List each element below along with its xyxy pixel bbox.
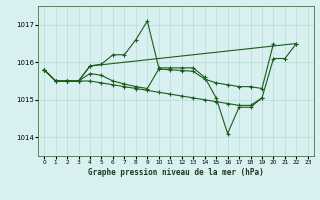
X-axis label: Graphe pression niveau de la mer (hPa): Graphe pression niveau de la mer (hPa)	[88, 168, 264, 177]
